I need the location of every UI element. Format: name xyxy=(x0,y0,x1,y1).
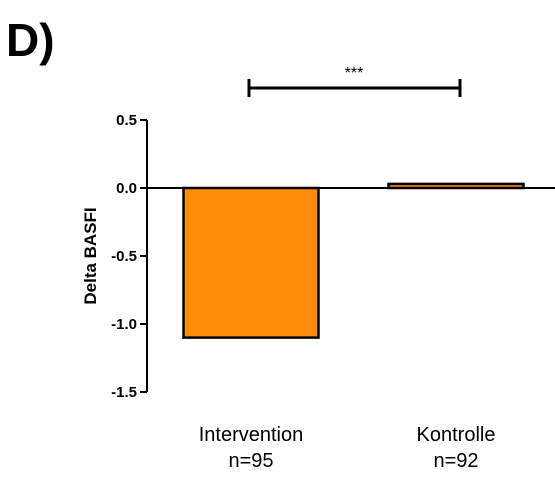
y-tick-label: 0.0 xyxy=(116,180,137,197)
y-tick-label: 0.5 xyxy=(116,112,137,129)
y-axis-label: Delta BASFI xyxy=(81,207,100,304)
y-tick-label: -0.5 xyxy=(111,248,137,265)
plot-area: 0.5 0.0 -0.5 -1.0 -1.5 Delta BASFI Interventio… xyxy=(81,65,555,472)
category-sublabel: n=92 xyxy=(433,450,478,472)
y-tick-label: -1.5 xyxy=(111,384,137,401)
y-tick-label: -1.0 xyxy=(111,316,137,333)
category-label: Intervention xyxy=(199,424,304,446)
bar-intervention xyxy=(182,186,320,339)
significance-label: *** xyxy=(345,65,364,82)
category-sublabel: n=95 xyxy=(228,450,273,472)
category-label: Kontrolle xyxy=(417,424,496,446)
panel-label: D) xyxy=(6,14,55,66)
